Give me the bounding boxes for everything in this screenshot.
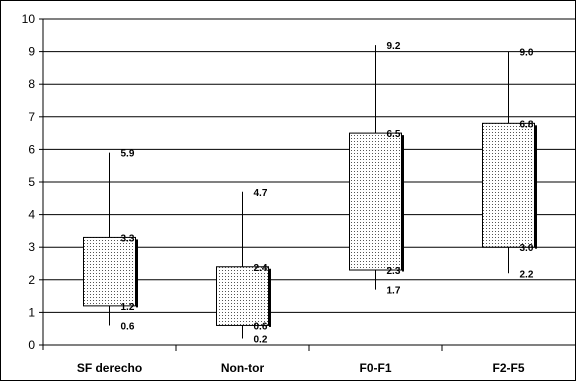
x-category-label: SF derecho [77,361,142,375]
y-tick-label: 4 [28,208,35,222]
y-tick-label: 9 [28,45,35,59]
y-tick-label: 7 [28,110,35,124]
box-rect [482,122,535,248]
box-rect [216,266,269,326]
data-label: 3.0 [520,243,534,254]
y-tick-label: 0 [28,338,35,352]
data-label: 2.2 [520,269,534,280]
data-label: 3.3 [121,233,135,244]
data-label: 6.5 [387,129,401,140]
x-category-label: F2-F5 [492,361,524,375]
y-tick-label: 6 [28,142,35,156]
data-label: 0.6 [121,321,135,332]
y-tick-label: 1 [28,305,35,319]
box-rect [83,236,136,307]
data-label: 0.2 [254,334,268,345]
data-label: 1.2 [121,302,135,313]
y-tick-label: 8 [28,77,35,91]
data-labels: 5.9 3.3 1.2 0.6 4.7 2.4 0.6 0.2 9.2 6.5 2.3 1.7 9.0 6… [121,41,534,345]
x-category-label: F0-F1 [359,361,391,375]
y-tick-label: 3 [28,240,35,254]
data-label: 5.9 [121,149,135,160]
data-label: 2.3 [387,266,401,277]
data-label: 0.6 [254,321,268,332]
y-tick-label: 2 [28,273,35,287]
boxes [83,45,537,339]
box-rect [349,132,402,271]
y-tick-label: 5 [28,175,35,189]
axes: 0 1 2 3 4 5 6 7 8 9 10 SF derecho Non-tor F0-F1 F2-F5 [22,12,575,375]
y-tick-label: 10 [22,12,36,26]
data-label: 2.4 [254,263,268,274]
data-label: 4.7 [254,188,268,199]
data-label: 6.8 [520,119,534,130]
data-label: 1.7 [387,286,401,297]
data-label: 9.2 [387,41,401,52]
data-label: 9.0 [520,48,534,59]
x-category-label: Non-tor [221,361,265,375]
